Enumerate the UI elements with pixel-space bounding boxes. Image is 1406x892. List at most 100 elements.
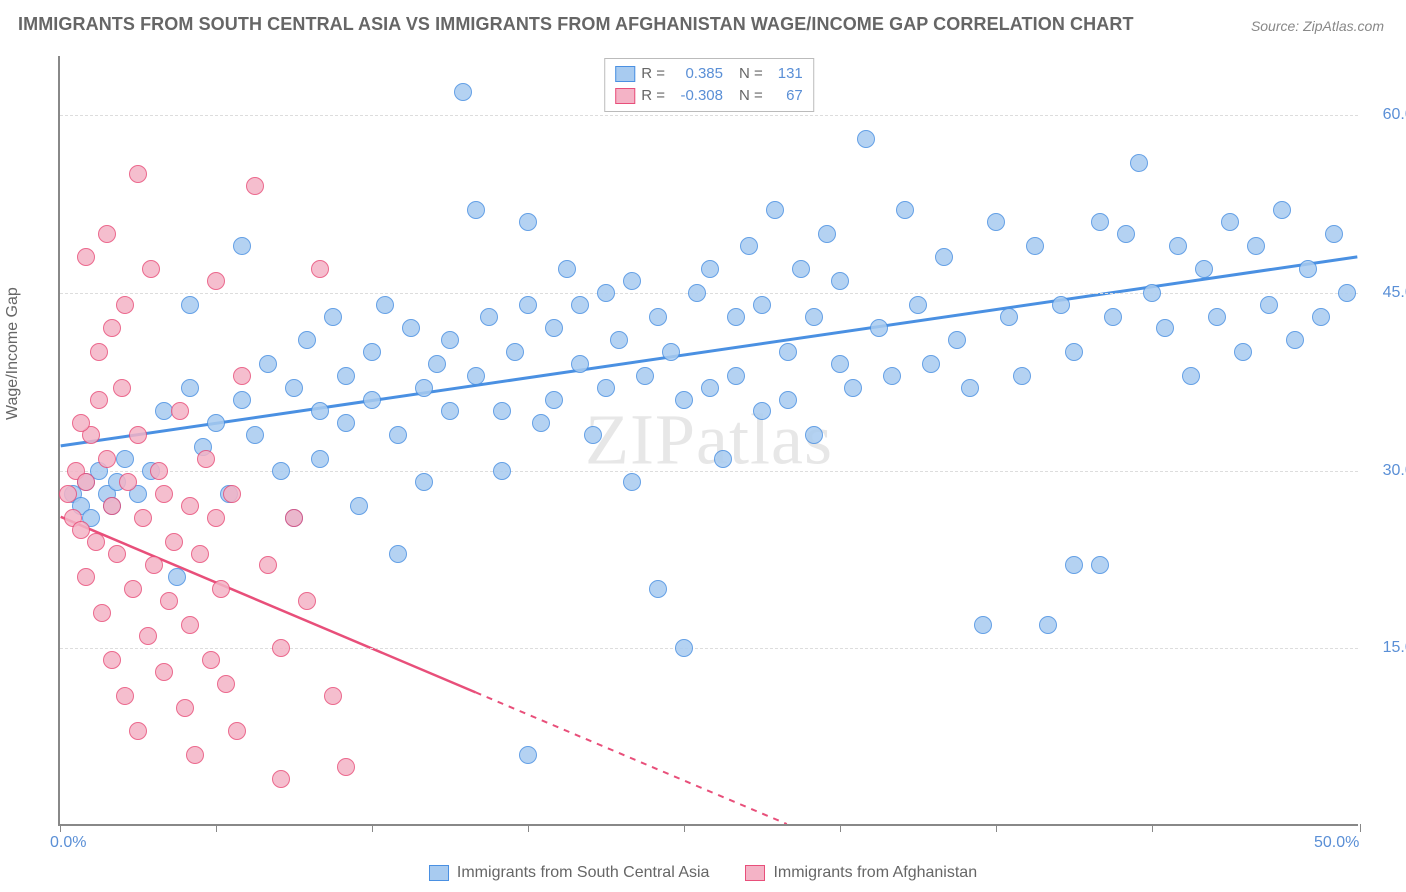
data-point <box>1156 319 1174 337</box>
data-point <box>272 639 290 657</box>
data-point <box>402 319 420 337</box>
data-point <box>1091 556 1109 574</box>
data-point <box>740 237 758 255</box>
data-point <box>1195 260 1213 278</box>
plot-area: ZIPatlas R =0.385N =131R =-0.308N =67 15… <box>58 56 1358 826</box>
data-point <box>324 308 342 326</box>
data-point <box>142 260 160 278</box>
data-point <box>389 545 407 563</box>
data-point <box>116 296 134 314</box>
data-point <box>1260 296 1278 314</box>
gridline <box>60 471 1358 472</box>
trend-line <box>61 257 1358 446</box>
data-point <box>59 485 77 503</box>
y-tick-label: 15.0% <box>1368 639 1406 657</box>
data-point <box>77 248 95 266</box>
x-tick <box>60 824 61 832</box>
data-point <box>259 355 277 373</box>
data-point <box>77 568 95 586</box>
x-tick <box>528 824 529 832</box>
data-point <box>727 308 745 326</box>
data-point <box>207 272 225 290</box>
data-point <box>233 367 251 385</box>
x-tick <box>684 824 685 832</box>
data-point <box>223 485 241 503</box>
legend-label: Immigrants from South Central Asia <box>457 864 710 882</box>
data-point <box>337 758 355 776</box>
data-point <box>93 604 111 622</box>
data-point <box>831 355 849 373</box>
chart-title: IMMIGRANTS FROM SOUTH CENTRAL ASIA VS IM… <box>18 14 1134 35</box>
data-point <box>909 296 927 314</box>
data-point <box>324 687 342 705</box>
data-point <box>72 414 90 432</box>
data-point <box>1221 213 1239 231</box>
data-point <box>1065 343 1083 361</box>
data-point <box>98 450 116 468</box>
data-point <box>376 296 394 314</box>
data-point <box>191 545 209 563</box>
data-point <box>1065 556 1083 574</box>
data-point <box>165 533 183 551</box>
data-point <box>363 343 381 361</box>
data-point <box>714 450 732 468</box>
data-point <box>506 343 524 361</box>
data-point <box>1052 296 1070 314</box>
x-tick <box>216 824 217 832</box>
data-point <box>805 308 823 326</box>
data-point <box>818 225 836 243</box>
data-point <box>181 616 199 634</box>
data-point <box>98 225 116 243</box>
x-tick <box>996 824 997 832</box>
data-point <box>129 426 147 444</box>
data-point <box>129 722 147 740</box>
data-point <box>298 331 316 349</box>
data-point <box>753 402 771 420</box>
legend-r-value: 0.385 <box>671 63 723 85</box>
data-point <box>623 473 641 491</box>
x-tick <box>372 824 373 832</box>
data-point <box>662 343 680 361</box>
data-point <box>857 130 875 148</box>
data-point <box>139 627 157 645</box>
data-point <box>1000 308 1018 326</box>
data-point <box>150 462 168 480</box>
data-point <box>441 331 459 349</box>
data-point <box>1026 237 1044 255</box>
data-point <box>675 391 693 409</box>
data-point <box>160 592 178 610</box>
data-point <box>987 213 1005 231</box>
data-point <box>948 331 966 349</box>
data-point <box>246 177 264 195</box>
data-point <box>217 675 235 693</box>
data-point <box>207 414 225 432</box>
data-point <box>805 426 823 444</box>
data-point <box>519 296 537 314</box>
data-point <box>233 237 251 255</box>
data-point <box>246 426 264 444</box>
data-point <box>311 402 329 420</box>
gridline <box>60 115 1358 116</box>
data-point <box>176 699 194 717</box>
data-point <box>1273 201 1291 219</box>
data-point <box>145 556 163 574</box>
data-point <box>597 379 615 397</box>
data-point <box>623 272 641 290</box>
legend-row: R =-0.308N =67 <box>615 85 803 107</box>
legend-n-value: 67 <box>769 85 803 107</box>
data-point <box>311 450 329 468</box>
y-axis-label: Wage/Income Gap <box>4 287 22 420</box>
data-point <box>831 272 849 290</box>
data-point <box>1130 154 1148 172</box>
data-point <box>636 367 654 385</box>
data-point <box>1325 225 1343 243</box>
data-point <box>649 308 667 326</box>
legend-r-label: R = <box>641 63 665 85</box>
legend-n-label: N = <box>739 63 763 85</box>
data-point <box>844 379 862 397</box>
data-point <box>545 391 563 409</box>
data-point <box>792 260 810 278</box>
y-tick-label: 45.0% <box>1368 284 1406 302</box>
x-tick-label: 50.0% <box>1314 834 1359 852</box>
data-point <box>207 509 225 527</box>
